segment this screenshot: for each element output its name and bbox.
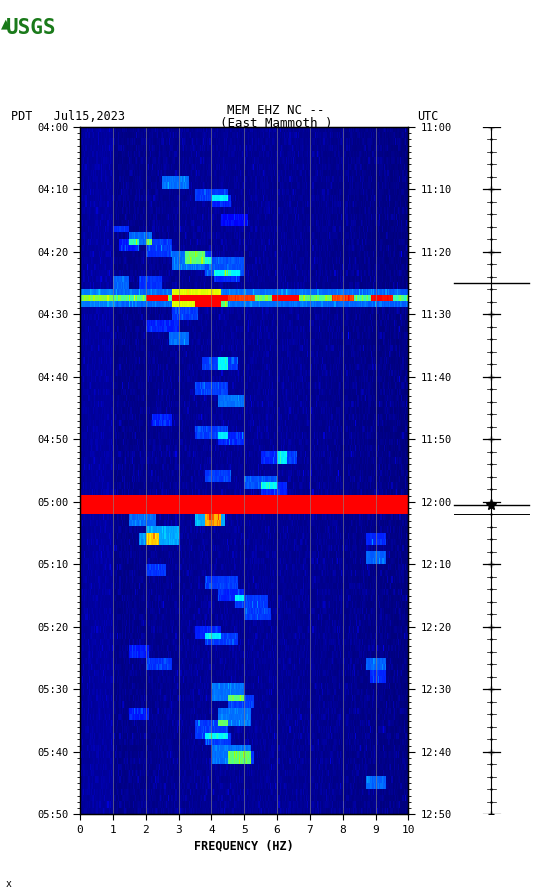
Text: MEM EHZ NC --: MEM EHZ NC --: [227, 104, 325, 117]
Text: USGS: USGS: [6, 18, 56, 38]
Text: PDT   Jul15,2023: PDT Jul15,2023: [11, 111, 125, 123]
Text: x: x: [6, 880, 12, 889]
X-axis label: FREQUENCY (HZ): FREQUENCY (HZ): [194, 839, 294, 852]
Text: ▲: ▲: [1, 18, 10, 31]
Text: (East Mammoth ): (East Mammoth ): [220, 117, 332, 129]
Text: UTC: UTC: [417, 111, 438, 123]
